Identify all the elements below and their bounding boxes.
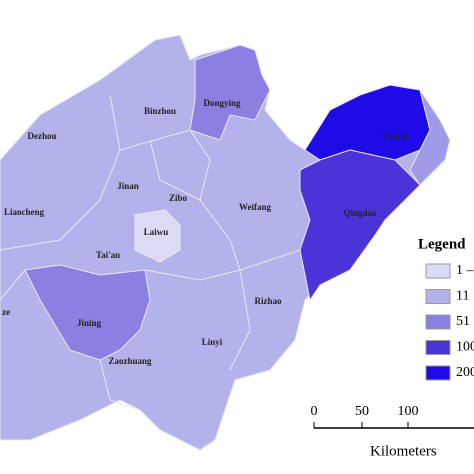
border	[0, 94, 121, 251]
region-label: Tai'an	[96, 250, 120, 260]
legend-label: 1 –	[456, 263, 474, 278]
region-label: Qingdao	[343, 208, 377, 218]
scale-label: 50	[355, 404, 369, 419]
region-label: Binzhou	[144, 106, 176, 116]
region-label: Linyi	[202, 337, 223, 347]
region-dongying	[189, 44, 271, 141]
region-label: Rizhao	[255, 296, 283, 306]
province	[0, 34, 451, 451]
border	[149, 139, 201, 201]
legend-swatch	[425, 314, 451, 330]
legend-label: 11	[456, 289, 469, 304]
legend-swatch	[425, 289, 451, 304]
region-yantai	[304, 84, 431, 161]
region-label: Yantai	[382, 132, 408, 142]
border	[0, 269, 26, 301]
region-label: Jinan	[117, 181, 139, 191]
region-label: Zibo	[169, 193, 188, 203]
legend-label: 51	[456, 314, 470, 329]
region-jining	[24, 264, 151, 361]
region-label: Dezhou	[28, 131, 57, 141]
border	[99, 359, 141, 411]
region-label: Dongying	[203, 98, 241, 108]
scale-label: 100	[398, 404, 419, 419]
region-laiwu	[134, 209, 181, 263]
legend-label: 100	[456, 340, 474, 355]
scale-unit: Kilometers	[370, 443, 437, 459]
region-label: ze	[2, 307, 10, 317]
border	[144, 269, 251, 371]
legend-title: Legend	[418, 236, 466, 252]
region-label: Liaocheng	[4, 207, 45, 217]
region-label: Weifang	[239, 202, 272, 212]
region-qingdao	[299, 149, 421, 302]
region-label: Jining	[77, 318, 102, 328]
region-label: Laiwu	[144, 227, 169, 237]
region-label: Zaozhuang	[108, 356, 152, 366]
legend-swatch	[425, 263, 451, 279]
legend-swatch	[425, 340, 451, 355]
scale-label: 0	[311, 404, 318, 419]
legend-label: 200	[456, 365, 474, 380]
legend-swatch	[425, 365, 451, 381]
